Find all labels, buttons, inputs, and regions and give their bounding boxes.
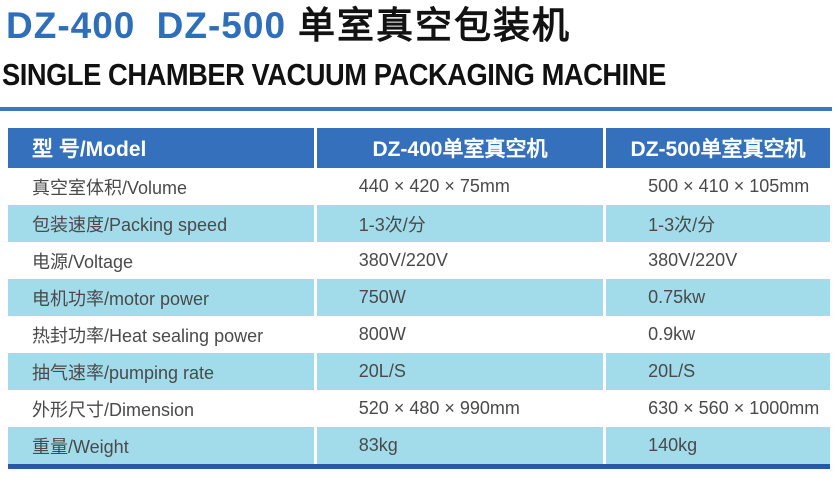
table-row-motor-power: 电机功率/motor power 750W 0.75kw [8, 279, 830, 316]
dz500-value: 500 × 410 × 105mm [603, 168, 830, 205]
page-subtitle-english: SINGLE CHAMBER VACUUM PACKAGING MACHINE [2, 57, 666, 92]
spec-label: 包装速度/Packing speed [32, 214, 228, 235]
table-row-pumping-rate: 抽气速率/pumping rate 20L/S 20L/S [8, 353, 830, 390]
table-row-voltage: 电源/Voltage 380V/220V 380V/220V [8, 242, 830, 279]
spec-label: 外形尺寸/Dimension [32, 399, 195, 420]
title-model-codes: DZ-400 DZ-500 [6, 5, 287, 46]
spec-label: 真空室体积/Volume [32, 177, 188, 198]
dz400-value: 750W [313, 279, 603, 316]
column-header-dz400: DZ-400单室真空机 [313, 128, 603, 168]
dz500-value: 380V/220V [603, 242, 830, 279]
dz500-value: 140kg [603, 427, 830, 464]
dz400-value: 520 × 480 × 990mm [313, 390, 603, 427]
spec-label: 电源/Voltage [32, 251, 134, 272]
table-row-heat-sealing-power: 热封功率/Heat sealing power 800W 0.9kw [8, 316, 830, 353]
spec-table: 型 号/Model DZ-400单室真空机 DZ-500单室真空机 真空室体积/… [8, 128, 830, 469]
dz400-value: 83kg [313, 427, 603, 464]
dz500-value: 20L/S [603, 353, 830, 390]
dz500-value: 0.75kw [603, 279, 830, 316]
table-row-packing-speed: 包装速度/Packing speed 1-3次/分 1-3次/分 [8, 205, 830, 242]
column-header-model: 型 号/Model [32, 138, 147, 161]
table-row-weight: 重量/Weight 83kg 140kg [8, 427, 830, 464]
dz400-value: 380V/220V [313, 242, 603, 279]
page-title: DZ-400 DZ-500 单室真空包装机 [6, 4, 571, 48]
spec-label: 重量/Weight [32, 436, 129, 457]
dz400-value: 1-3次/分 [313, 205, 603, 242]
dz400-value: 800W [313, 316, 603, 353]
spec-label: 热封功率/Heat sealing power [32, 325, 264, 346]
dz500-value: 1-3次/分 [603, 205, 830, 242]
table-row-dimension: 外形尺寸/Dimension 520 × 480 × 990mm 630 × 5… [8, 390, 830, 427]
dz500-value: 0.9kw [603, 316, 830, 353]
title-divider-rule [0, 107, 832, 111]
table-header-row: 型 号/Model DZ-400单室真空机 DZ-500单室真空机 [8, 128, 830, 168]
dz400-value: 440 × 420 × 75mm [313, 168, 603, 205]
table-row-volume: 真空室体积/Volume 440 × 420 × 75mm 500 × 410 … [8, 168, 830, 205]
title-chinese: 单室真空包装机 [298, 5, 572, 46]
column-header-dz500: DZ-500单室真空机 [603, 128, 830, 168]
spec-label: 抽气速率/pumping rate [32, 362, 215, 383]
spec-label: 电机功率/motor power [32, 288, 210, 309]
dz400-value: 20L/S [313, 353, 603, 390]
dz500-value: 630 × 560 × 1000mm [603, 390, 830, 427]
